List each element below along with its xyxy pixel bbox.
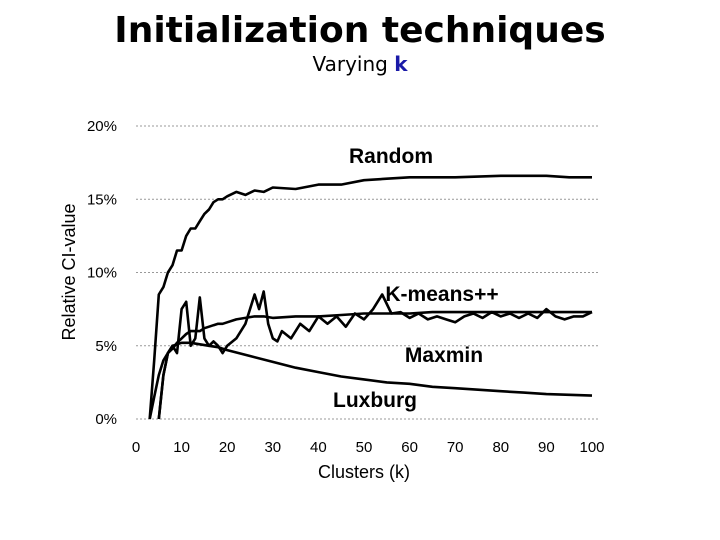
x-tick-label: 100 <box>579 439 604 456</box>
series-layer <box>148 174 593 420</box>
y-axis-ticks: 0% 5% 10% 15% 20% <box>87 118 117 428</box>
x-tick-label: 70 <box>447 439 464 456</box>
series-label-random: Random <box>349 145 433 168</box>
x-tick-label: 80 <box>492 439 509 456</box>
subtitle-prefix: Varying <box>312 52 395 76</box>
x-tick-label: 0 <box>132 439 140 456</box>
x-axis-ticks: 0 10 20 30 40 50 60 70 80 90 100 <box>132 439 605 456</box>
slide-subtitle: Varying k <box>0 52 720 76</box>
slide-title: Initialization techniques <box>114 10 606 51</box>
series-label-k-means: K-means++ <box>385 283 498 306</box>
series-label-maxmin: Maxmin <box>405 344 483 367</box>
series-label-luxburg: Luxburg <box>333 389 417 412</box>
y-tick-label: 20% <box>87 118 117 135</box>
series-labels: Random K-means++ Maxmin Luxburg <box>333 145 499 412</box>
y-tick-label: 10% <box>87 265 117 282</box>
series-line-random <box>148 174 592 420</box>
x-axis-title: Clusters (k) <box>318 462 410 482</box>
series-line-maxmin <box>157 290 593 420</box>
x-tick-label: 10 <box>173 439 190 456</box>
x-tick-label: 90 <box>538 439 555 456</box>
x-tick-label: 20 <box>219 439 236 456</box>
y-axis-title: Relative CI-value <box>59 203 79 340</box>
x-tick-label: 60 <box>401 439 418 456</box>
subtitle-variable: k <box>394 52 408 76</box>
y-tick-label: 5% <box>95 338 117 355</box>
series-line-luxburg <box>157 341 593 420</box>
grid-layer <box>136 125 598 420</box>
y-tick-label: 0% <box>95 411 117 428</box>
y-tick-label: 15% <box>87 191 117 208</box>
x-tick-label: 40 <box>310 439 327 456</box>
x-tick-label: 30 <box>264 439 281 456</box>
x-tick-label: 50 <box>356 439 373 456</box>
